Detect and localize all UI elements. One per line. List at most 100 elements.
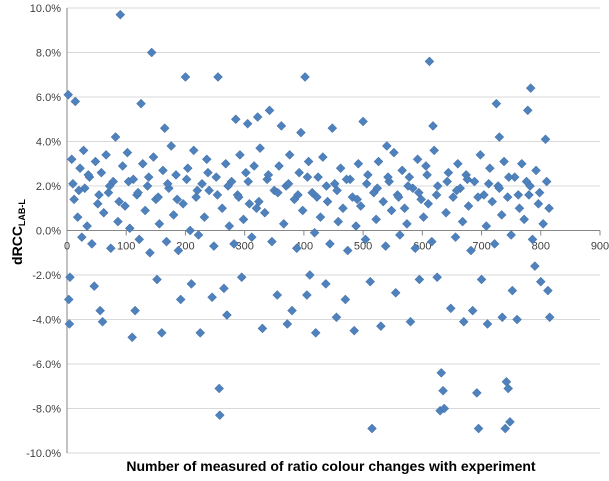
- data-point: [192, 185, 203, 196]
- data-point: [513, 190, 524, 200]
- data-point: [507, 285, 518, 296]
- data-point: [494, 183, 505, 194]
- data-point: [335, 163, 346, 174]
- y-tick-label: 8.0%: [36, 48, 61, 60]
- data-point: [90, 156, 101, 167]
- data-point: [75, 163, 85, 174]
- data-point: [491, 98, 502, 109]
- data-point: [489, 238, 500, 249]
- data-point: [422, 170, 432, 180]
- data-point: [195, 327, 206, 338]
- data-point: [527, 234, 538, 245]
- data-point: [76, 232, 87, 243]
- data-point: [393, 192, 404, 202]
- y-tick-label: -4.0%: [32, 315, 61, 327]
- data-point: [497, 312, 508, 323]
- data-point: [457, 216, 468, 227]
- data-point: [63, 294, 74, 305]
- data-point: [467, 305, 478, 316]
- data-point: [501, 376, 512, 387]
- data-point: [483, 178, 494, 189]
- data-point: [242, 118, 253, 129]
- data-point: [134, 234, 145, 245]
- data-point: [78, 145, 89, 156]
- data-point: [317, 152, 328, 162]
- data-point: [531, 165, 541, 176]
- data-point: [161, 236, 172, 247]
- data-point: [471, 388, 482, 398]
- data-point: [122, 147, 133, 158]
- data-point: [243, 176, 254, 187]
- data-point: [373, 156, 384, 167]
- data-point: [303, 156, 314, 167]
- data-point: [224, 221, 235, 231]
- data-point: [473, 192, 483, 202]
- data-point: [272, 290, 283, 300]
- data-point: [276, 121, 287, 131]
- data-point: [291, 243, 302, 254]
- data-point: [397, 165, 408, 176]
- data-point: [358, 116, 368, 127]
- data-point: [146, 47, 157, 58]
- data-point: [191, 192, 201, 202]
- data-point: [402, 218, 412, 229]
- data-point: [171, 170, 181, 180]
- data-point: [342, 245, 353, 256]
- data-point: [514, 203, 525, 214]
- data-point: [533, 198, 544, 209]
- y-axis-label-subscript: LAB-L: [17, 199, 27, 226]
- data-point: [246, 232, 257, 243]
- data-point: [63, 89, 74, 100]
- data-point: [322, 196, 333, 207]
- data-point: [519, 214, 530, 225]
- data-point: [222, 310, 232, 320]
- data-point: [284, 149, 295, 160]
- data-point: [312, 192, 322, 202]
- data-point: [94, 190, 104, 200]
- data-point: [209, 241, 219, 251]
- x-tick-label: 900: [591, 241, 609, 253]
- data-point: [103, 187, 114, 198]
- y-tick-label: 0.0%: [36, 226, 61, 238]
- data-point: [136, 98, 146, 109]
- data-point: [156, 327, 167, 338]
- data-point: [540, 134, 551, 145]
- data-point: [313, 172, 323, 182]
- data-point: [145, 247, 155, 258]
- data-point: [448, 192, 458, 202]
- data-point: [255, 143, 265, 154]
- data-point: [503, 172, 514, 182]
- data-point: [287, 305, 297, 316]
- data-point: [229, 238, 239, 249]
- data-point: [426, 236, 437, 247]
- data-point: [124, 223, 135, 234]
- y-tick-label: -2.0%: [32, 270, 61, 282]
- data-point: [214, 383, 225, 394]
- data-point: [252, 112, 263, 122]
- data-point: [525, 83, 536, 93]
- data-point: [458, 316, 469, 327]
- data-point: [297, 205, 308, 216]
- data-point: [233, 192, 244, 202]
- data-point: [484, 163, 495, 174]
- y-tick-label: 6.0%: [36, 92, 61, 104]
- data-point: [353, 158, 364, 169]
- data-point: [140, 205, 151, 216]
- data-point: [450, 232, 461, 243]
- data-point: [283, 178, 294, 189]
- data-point: [213, 72, 223, 82]
- data-point: [534, 187, 545, 198]
- data-point: [185, 225, 196, 236]
- data-point: [428, 121, 438, 131]
- data-point: [69, 194, 79, 205]
- data-point: [68, 178, 78, 189]
- x-axis-label: Number of measured of ratio colour chang…: [126, 458, 536, 474]
- data-point: [463, 201, 474, 211]
- data-point: [451, 185, 462, 196]
- data-point: [481, 221, 492, 231]
- data-point: [496, 210, 507, 220]
- data-point: [267, 236, 277, 247]
- y-tick-label: 10.0%: [30, 3, 61, 15]
- data-point: [104, 181, 115, 191]
- data-point: [217, 203, 228, 214]
